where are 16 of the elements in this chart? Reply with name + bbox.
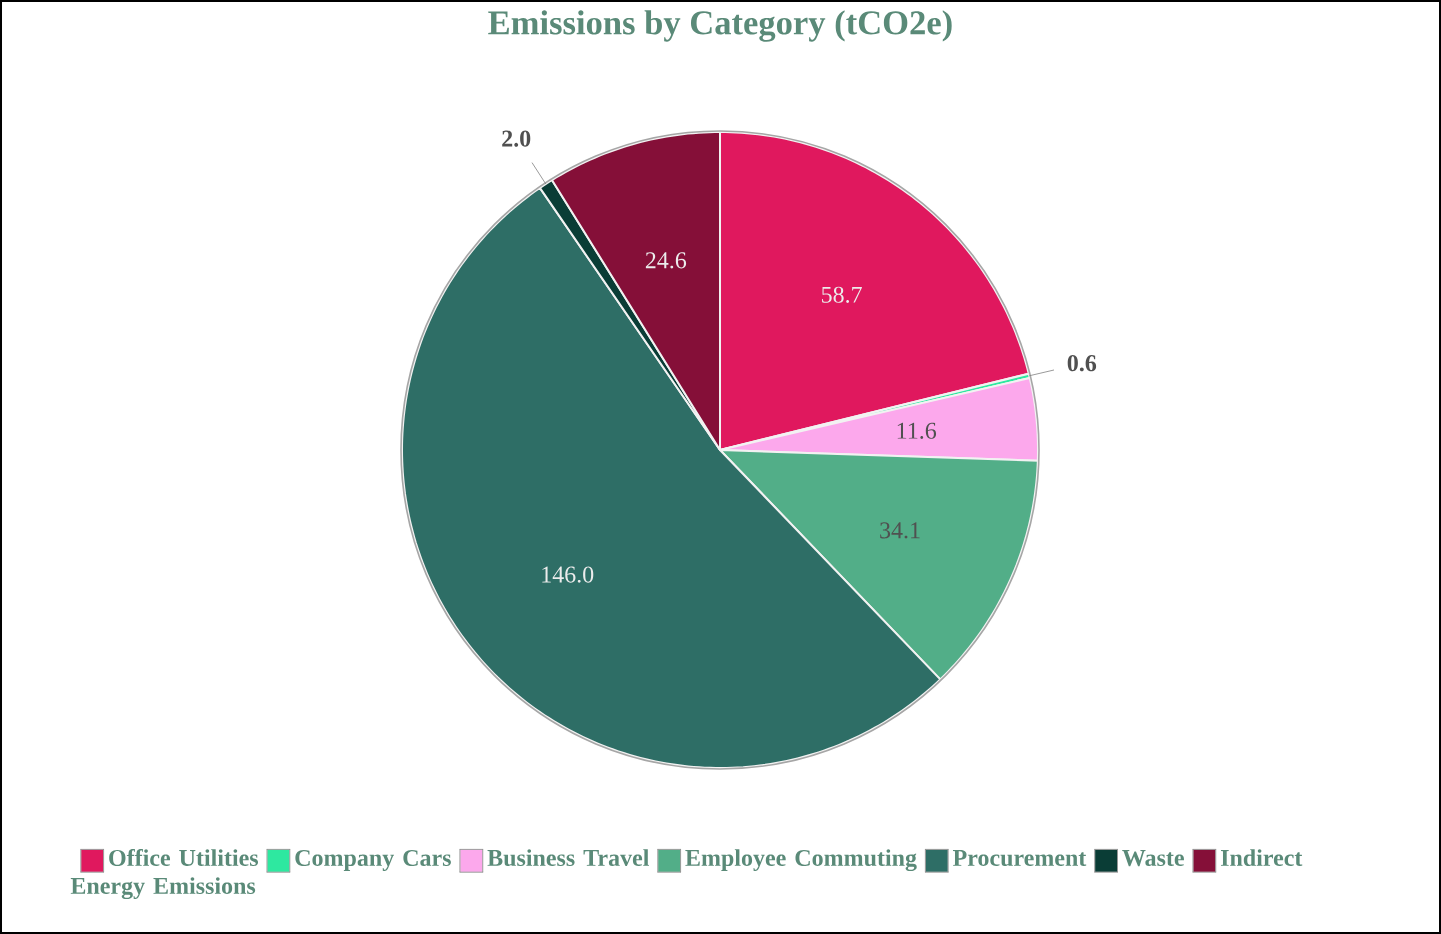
category-label: Indirect (1220, 849, 1303, 867)
data-label: 11.6 (897, 422, 937, 439)
legend-label: Business Travel (487, 849, 649, 867)
data-label: 58.7 (821, 286, 862, 303)
data-label: 34.1 (880, 522, 920, 539)
legend-label: Office Utilities (109, 848, 259, 867)
legend-label: Employee Commuting (685, 849, 917, 872)
data-label: 2.0 (502, 130, 531, 147)
legend-label: Waste (1122, 850, 1184, 867)
data-label: 24.6 (645, 252, 687, 269)
data-label: 0.6 (1067, 355, 1097, 372)
legend-label: Procurement (952, 850, 1087, 867)
legend-label: Company Cars (295, 849, 451, 871)
data-label: 146.0 (542, 566, 594, 583)
chart-title: Emissions by Category (tCO2e) (488, 10, 952, 42)
category-label: Energy Emissions (70, 877, 256, 900)
